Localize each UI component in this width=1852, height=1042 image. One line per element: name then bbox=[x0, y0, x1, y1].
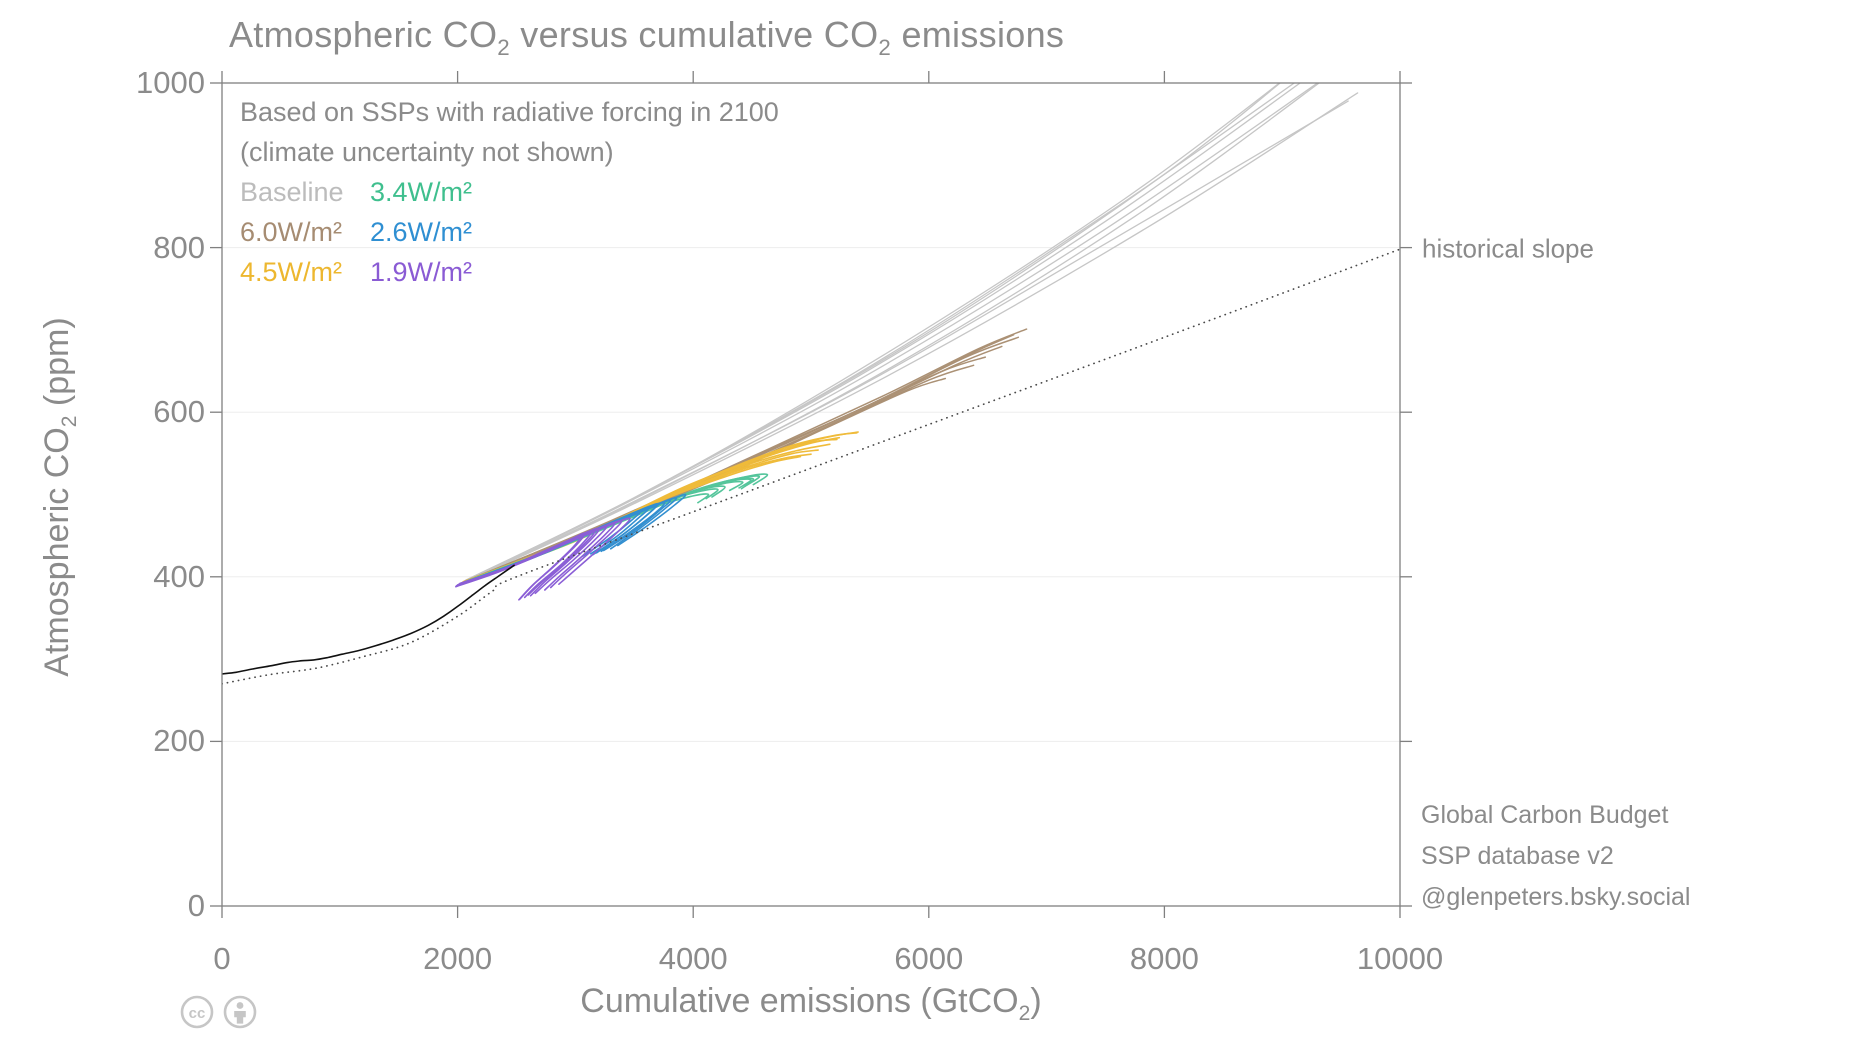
chart-title: Atmospheric CO2 versus cumulative CO2 em… bbox=[229, 14, 1064, 61]
x-tick-label: 10000 bbox=[1356, 941, 1444, 976]
x-tick-label: 2000 bbox=[423, 941, 493, 976]
legend-row: 4.5W/m² 1.9W/m² bbox=[240, 252, 779, 292]
y-tick-label: 800 bbox=[153, 229, 205, 265]
chart-title-sub: 2 bbox=[497, 35, 510, 61]
historical-slope-annotation: historical slope bbox=[1422, 233, 1594, 264]
credit-line: Global Carbon Budget bbox=[1421, 801, 1669, 829]
series-historical bbox=[222, 564, 515, 675]
credit-block: Global Carbon Budget SSP database v2 @glen… bbox=[1421, 795, 1690, 918]
series-baseline bbox=[461, 83, 1359, 584]
y-tick-label: 0 bbox=[187, 888, 205, 923]
x-axis-label-sub: 2 bbox=[1018, 1001, 1031, 1025]
data-line bbox=[462, 92, 1359, 584]
series-historical-slope bbox=[222, 248, 1400, 685]
x-tick-label: 6000 bbox=[894, 941, 964, 976]
data-line bbox=[459, 517, 631, 585]
x-tick-label: 4000 bbox=[658, 941, 728, 976]
legend-item-6.0wm: 6.0W/m² bbox=[240, 217, 343, 247]
data-line bbox=[222, 564, 515, 675]
x-tick-label: 8000 bbox=[1129, 941, 1199, 976]
legend-item-baseline: Baseline bbox=[240, 177, 344, 207]
chart-title-text: emissions bbox=[891, 14, 1065, 55]
chart-title-sub: 2 bbox=[878, 35, 892, 61]
y-axis-label-text: Atmospheric CO bbox=[38, 427, 77, 677]
cc-icon: cc bbox=[180, 995, 214, 1029]
data-line bbox=[222, 248, 1400, 685]
y-tick-label: 1000 bbox=[136, 65, 205, 100]
legend-row: Baseline 3.4W/m² bbox=[240, 172, 779, 212]
y-tick-label: 600 bbox=[153, 394, 205, 430]
legend-row: 6.0W/m² 2.6W/m² bbox=[240, 212, 779, 252]
credit-line: @glenpeters.bsky.social bbox=[1421, 883, 1691, 911]
series-1.9w-m- bbox=[455, 517, 631, 601]
data-line bbox=[465, 83, 1282, 582]
svg-text:cc: cc bbox=[189, 1005, 206, 1022]
chart-title-text: Atmospheric CO bbox=[229, 14, 498, 55]
y-axis-label: Atmospheric CO2 (ppm) bbox=[38, 317, 82, 676]
x-axis-label-text: Cumulative emissions (GtCO bbox=[580, 982, 1019, 1020]
license-icons: cc bbox=[180, 995, 257, 1029]
series-group bbox=[222, 83, 1400, 685]
attribution-person-icon bbox=[223, 995, 257, 1029]
credit-line: SSP database v2 bbox=[1421, 842, 1614, 870]
y-tick-label: 200 bbox=[153, 723, 205, 759]
legend-rows: Baseline 3.4W/m² 6.0W/m² 2.6W/m² 4.5W/m² 1.9W… bbox=[240, 172, 779, 292]
legend-header-line1: Based on SSPs with radiative forcing in … bbox=[240, 97, 779, 127]
data-line bbox=[463, 345, 1003, 583]
data-line bbox=[461, 100, 1349, 584]
legend-item-4.5wm: 4.5W/m² bbox=[240, 257, 343, 287]
x-axis-label: Cumulative emissions (GtCO2) bbox=[580, 982, 1041, 1026]
legend-item-1.9wm: 1.9W/m² bbox=[370, 257, 473, 287]
x-tick-label: 0 bbox=[213, 941, 231, 976]
legend-item-3.4wm: 3.4W/m² bbox=[370, 177, 473, 207]
x-axis-label-text: ) bbox=[1030, 982, 1042, 1020]
data-line bbox=[464, 83, 1321, 582]
y-tick-label: 400 bbox=[153, 558, 205, 594]
legend-item-2.6wm: 2.6W/m² bbox=[370, 217, 473, 247]
legend-header-line2: (climate uncertainty not shown) bbox=[240, 137, 614, 167]
axis-box bbox=[221, 82, 1401, 907]
chart-title-text: versus cumulative CO bbox=[510, 14, 879, 55]
legend: Based on SSPs with radiative forcing in … bbox=[240, 92, 779, 292]
